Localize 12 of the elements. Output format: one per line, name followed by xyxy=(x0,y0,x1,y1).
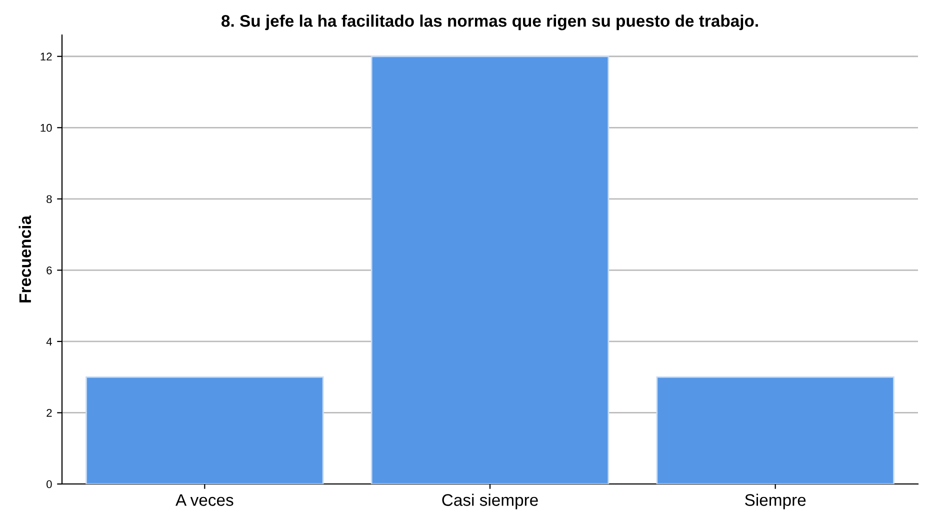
y-tick-label: 8 xyxy=(46,195,52,204)
y-tick-label: 10 xyxy=(40,124,52,132)
y-tick-label: 6 xyxy=(46,266,52,274)
y-tick-label: 12 xyxy=(40,52,52,60)
y-tick-label: 0 xyxy=(46,480,52,488)
y-axis-title: Frecuencia xyxy=(18,215,32,302)
y-tick-label: 2 xyxy=(46,409,52,417)
x-tick-label: Casi siempre xyxy=(442,494,538,510)
y-tick-label: 4 xyxy=(46,338,52,346)
chart-title: 8. Su jefe la ha facilitado las normas que rigen su puesto de trabajo. xyxy=(222,14,758,30)
x-tick-label: Siempre xyxy=(745,494,806,510)
x-tick-label: A veces xyxy=(176,494,234,506)
